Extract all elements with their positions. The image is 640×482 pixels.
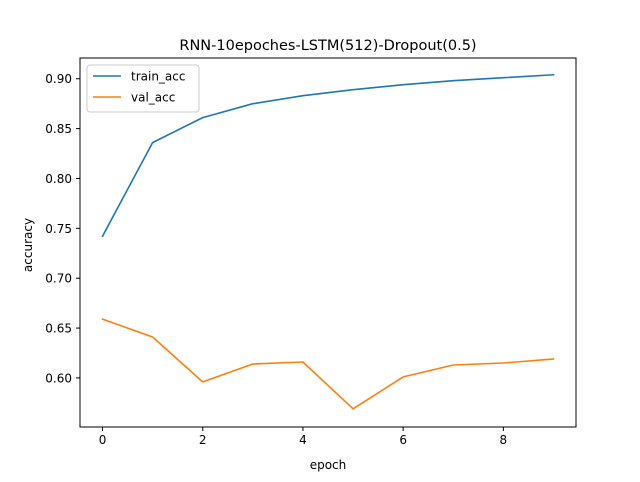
series-line-train-acc xyxy=(101,73,555,238)
x-axis-label: epoch xyxy=(310,458,347,472)
y-tick-label: 0.80 xyxy=(45,172,72,186)
legend-label-train-acc: train_acc xyxy=(131,70,185,84)
legend: train_acc val_acc xyxy=(86,64,200,113)
y-tick-label: 0.70 xyxy=(45,272,72,286)
legend-label-val-acc: val_acc xyxy=(131,91,175,105)
axes-frame xyxy=(79,57,577,428)
series-line-val-acc xyxy=(101,318,555,410)
y-axis-label: accuracy xyxy=(21,218,35,272)
x-tick-label: 8 xyxy=(500,433,508,447)
chart-title: RNN-10epoches-LSTM(512)-Dropout(0.5) xyxy=(179,38,476,54)
y-tick-label: 0.60 xyxy=(45,371,72,385)
x-tick-label: 4 xyxy=(299,433,307,447)
y-tick-label: 0.65 xyxy=(45,322,72,336)
x-tick-label: 0 xyxy=(99,433,107,447)
plot-area: 0 2 4 6 8 0.60 0.65 0.70 0.75 0.80 0.85 0.90 xyxy=(45,57,577,447)
y-tick-label: 0.90 xyxy=(45,72,72,86)
y-tick-label: 0.75 xyxy=(45,222,72,236)
x-tick-label: 2 xyxy=(199,433,207,447)
x-tick-label: 6 xyxy=(399,433,407,447)
y-tick-label: 0.85 xyxy=(45,122,72,136)
